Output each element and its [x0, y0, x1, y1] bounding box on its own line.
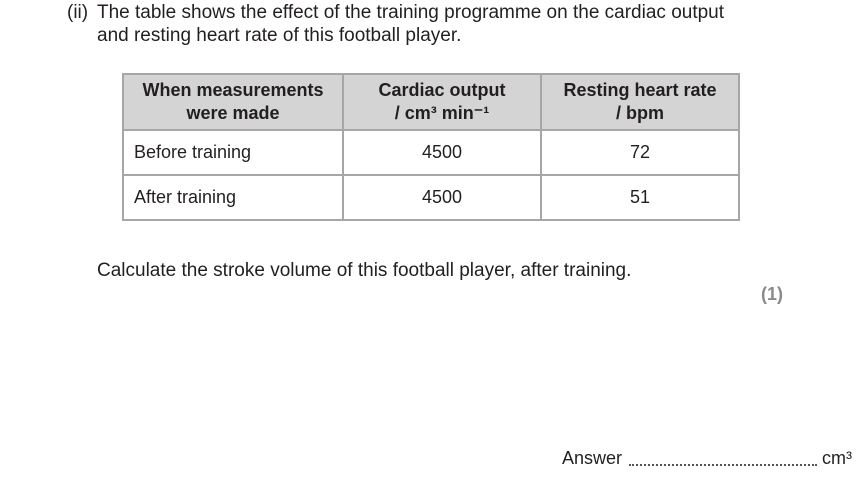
header-line: were made — [186, 103, 280, 123]
header-line: / cm³ min⁻¹ — [394, 103, 490, 123]
cell: Before training — [122, 129, 344, 176]
question-line: The table shows the effect of the traini… — [97, 2, 725, 23]
cell: After training — [122, 174, 344, 221]
cell: 4500 — [342, 129, 542, 176]
header-cell: Resting heart rate / bpm — [540, 73, 740, 131]
answer-unit: cm³ — [822, 448, 852, 468]
answer-line — [629, 464, 817, 466]
data-table: When measurements were made Cardiac outpu… — [122, 73, 740, 221]
answer-label: Answer — [562, 448, 623, 468]
table-row: Before training 4500 72 — [122, 129, 740, 176]
cell: 72 — [540, 129, 740, 176]
header-cell: When measurements were made — [122, 73, 344, 131]
table-row: After training 4500 51 — [122, 174, 740, 221]
header-line: Resting heart rate — [563, 80, 717, 100]
question-label: (ii) — [67, 2, 89, 23]
task: Calculate the stroke volume of this foot… — [97, 260, 632, 281]
header-line: / bpm — [616, 103, 664, 123]
cell: 4500 — [342, 174, 542, 221]
header-line: When measurements — [142, 80, 324, 100]
header-cell: Cardiac output / cm³ min⁻¹ — [342, 73, 542, 131]
marks: (1) — [761, 284, 783, 304]
header-row: When measurements were made Cardiac outpu… — [122, 73, 740, 131]
header-line: Cardiac output — [378, 80, 506, 100]
question-line: and resting heart rate of this football … — [97, 25, 462, 46]
cell: 51 — [540, 174, 740, 221]
